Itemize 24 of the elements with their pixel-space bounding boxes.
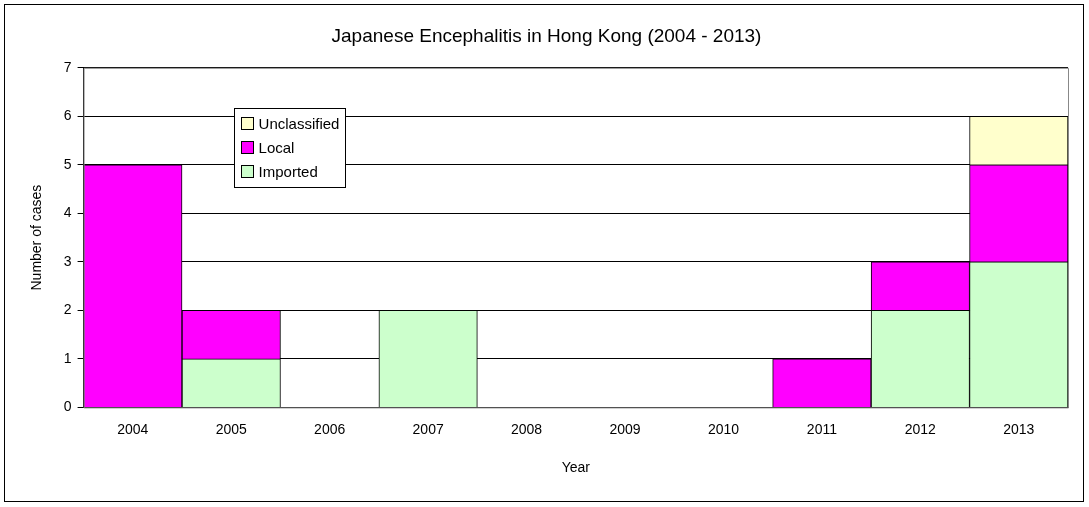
x-tick-label: 2007 — [412, 420, 444, 437]
x-tick-label: 2013 — [1003, 420, 1035, 437]
x-axis-title: Year — [561, 459, 591, 476]
y-axis-title: Number of cases — [28, 184, 45, 291]
y-tick-label: 6 — [63, 107, 72, 124]
y-tick-label: 4 — [63, 204, 72, 221]
x-tick-label: 2005 — [215, 420, 248, 437]
legend-label: Unclassified — [258, 115, 340, 133]
x-tick-label: 2004 — [117, 420, 149, 437]
y-tick-label: 3 — [63, 252, 72, 269]
x-tick-label: 2012 — [904, 420, 937, 437]
x-tick-label: 2009 — [609, 420, 641, 437]
x-tick-label: 2011 — [806, 420, 838, 437]
y-tick-label: 7 — [63, 58, 72, 75]
chart-title: Japanese Encephalitis in Hong Kong (2004 - 2013) — [331, 24, 762, 46]
legend-label: Local — [258, 139, 295, 157]
y-tick-label: 5 — [63, 155, 72, 172]
y-tick-label: 0 — [63, 398, 72, 415]
y-tick-label: 2 — [63, 301, 72, 318]
x-tick-label: 2006 — [314, 420, 346, 437]
x-tick-label: 2010 — [707, 420, 740, 437]
y-tick-label: 1 — [63, 349, 72, 366]
legend-label: Imported — [258, 163, 318, 181]
x-tick-label: 2008 — [510, 420, 543, 437]
